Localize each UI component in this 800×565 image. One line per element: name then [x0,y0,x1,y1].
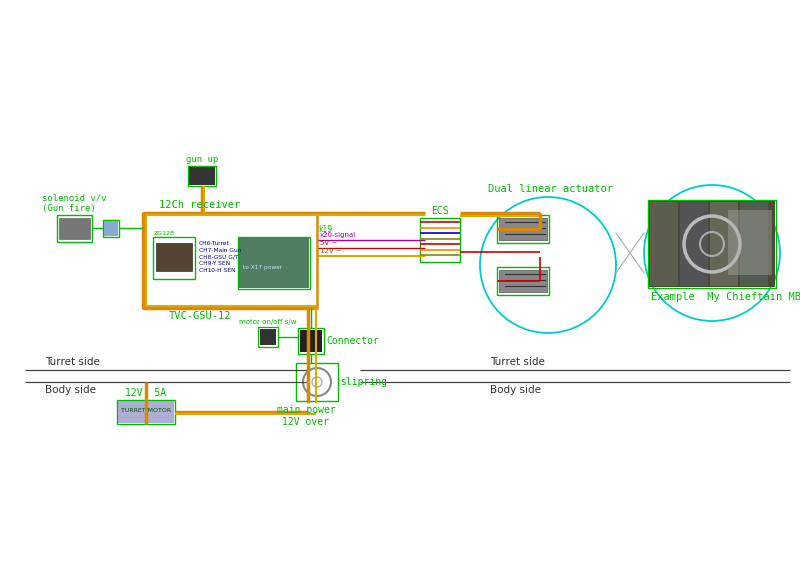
Bar [153,237,195,279]
Bar [650,202,678,286]
Bar [238,237,310,289]
Bar [188,166,216,186]
Bar [648,200,776,288]
Text: x20-signal: x20-signal [320,232,356,238]
Text: Turret side: Turret side [45,357,100,367]
Bar [680,202,708,286]
Text: Dual linear actuator: Dual linear actuator [488,184,613,194]
Text: Connector: Connector [326,336,379,346]
Text: k19: k19 [318,225,332,234]
Bar [258,327,278,347]
Bar [296,363,338,401]
Bar [117,400,175,424]
Text: 12V  5A: 12V 5A [126,388,166,398]
Bar [420,218,460,262]
Text: ZG12B: ZG12B [154,231,175,236]
Text: solenoid v/v
(Gun fire): solenoid v/v (Gun fire) [42,194,106,213]
Text: to X17 power: to X17 power [243,264,282,270]
Bar [298,328,324,354]
Bar [497,215,549,243]
Bar [189,167,215,185]
Text: 12V ~: 12V ~ [320,248,342,254]
Text: gun up: gun up [186,155,218,164]
Text: Turret side: Turret side [490,357,545,367]
Text: main power
12V over: main power 12V over [277,405,335,427]
Text: 12Ch receiver: 12Ch receiver [159,200,241,210]
Text: CH6-Turret
CH7-Main Gun
CH8-GSU G/T
CH9-Y SEN
CH10-H SEN: CH6-Turret CH7-Main Gun CH8-GSU G/T CH9-… [199,241,242,273]
Bar [499,270,547,292]
Text: ECS: ECS [431,206,449,216]
Bar [499,218,547,240]
Bar [300,330,322,352]
Text: Body side: Body side [45,385,96,395]
Text: slipring: slipring [340,377,387,387]
Bar [57,215,92,242]
Text: TURRET MOTOR: TURRET MOTOR [121,407,171,412]
Bar [103,220,119,237]
Bar [239,238,309,288]
Text: 5V ~: 5V ~ [320,240,338,246]
Bar [740,202,768,286]
Bar [649,201,775,287]
Text: TVC-GSU-12: TVC-GSU-12 [169,311,231,321]
Text: motor on/off s/w: motor on/off s/w [239,319,297,325]
Bar [497,267,549,295]
Bar [710,202,738,286]
Bar [118,401,174,423]
Text: Body side: Body side [490,385,541,395]
Bar [104,221,118,236]
Bar [156,243,192,271]
Text: Example  My Chieftain MBT: Example My Chieftain MBT [651,292,800,302]
Bar [143,213,317,308]
Bar [260,329,276,345]
Bar [728,210,772,275]
Bar [59,218,90,239]
